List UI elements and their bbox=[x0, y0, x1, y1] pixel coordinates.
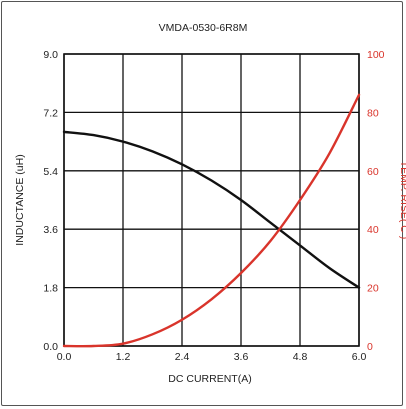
y-right-tick-label: 0 bbox=[367, 341, 373, 353]
y-left-tick-label: 5.4 bbox=[43, 166, 58, 178]
x-tick-label: 0.0 bbox=[57, 351, 72, 363]
y-axis-left-label: INDUCTANCE (uH) bbox=[14, 154, 26, 245]
y-left-tick-label: 3.6 bbox=[43, 224, 58, 236]
y-left-tick-label: 9.0 bbox=[43, 49, 58, 61]
y-right-tick-label: 20 bbox=[367, 283, 379, 295]
tick-labels: 0.0 1.2 2.4 3.6 4.8 6.0 0.0 1.8 3.6 5.4 7.2 9.0 0 20 4… bbox=[43, 49, 384, 363]
x-tick-label: 1.2 bbox=[116, 351, 131, 363]
x-axis-label: DC CURRENT(A) bbox=[168, 373, 251, 385]
y-right-tick-label: 60 bbox=[367, 166, 379, 178]
x-tick-label: 6.0 bbox=[352, 351, 367, 363]
x-tick-label: 3.6 bbox=[234, 351, 249, 363]
y-right-tick-label: 40 bbox=[367, 224, 379, 236]
y-right-tick-label: 80 bbox=[367, 107, 379, 119]
temp-rise-series-line bbox=[62, 93, 361, 348]
series-layer bbox=[62, 93, 361, 348]
y-left-tick-label: 1.8 bbox=[43, 283, 58, 295]
inductance-series-line bbox=[62, 130, 361, 289]
plot-border bbox=[63, 53, 360, 347]
x-tick-label: 2.4 bbox=[175, 351, 190, 363]
y-left-tick-label: 7.2 bbox=[43, 107, 58, 119]
grid bbox=[63, 53, 360, 347]
y-axis-right-label: TEMP. RISE( C ) bbox=[398, 161, 406, 240]
y-left-tick-label: 0.0 bbox=[43, 341, 58, 353]
chart-title: VMDA-0530-6R8M bbox=[159, 22, 248, 34]
y-right-tick-label: 100 bbox=[367, 49, 385, 61]
x-tick-label: 4.8 bbox=[293, 351, 308, 363]
